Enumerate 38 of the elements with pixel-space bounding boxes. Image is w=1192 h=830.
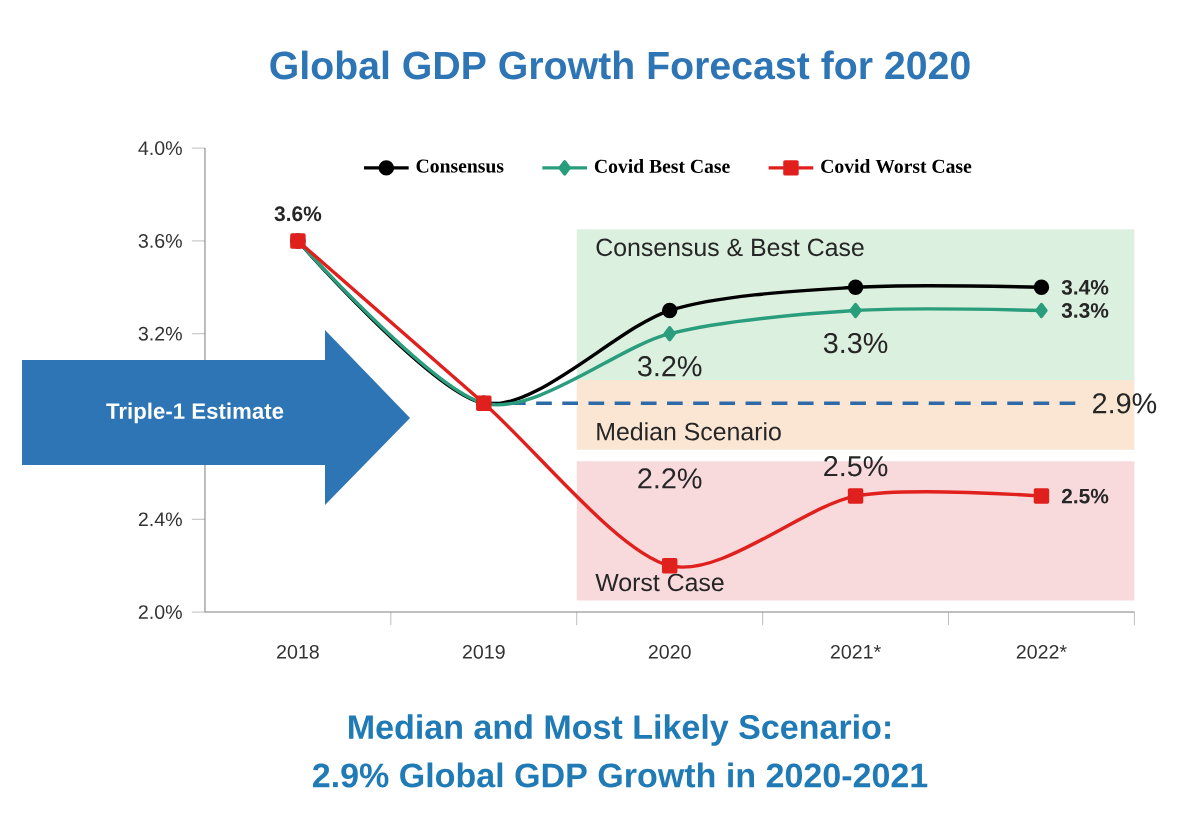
legend-label: Covid Worst Case bbox=[821, 159, 972, 174]
point bbox=[661, 302, 678, 319]
annotation: Triple-1 Estimate bbox=[106, 402, 284, 424]
y-tick-label: 2.4% bbox=[138, 512, 182, 527]
point bbox=[847, 279, 864, 296]
x-tick-label: 2021* bbox=[830, 644, 881, 659]
point bbox=[1033, 488, 1050, 504]
data-label: 3.4% bbox=[1061, 279, 1109, 295]
band-label: Median Scenario bbox=[597, 422, 781, 441]
y-tick-label: 4.0% bbox=[138, 141, 182, 156]
point bbox=[1033, 279, 1050, 296]
text: Median and Most Likely Scenario: bbox=[349, 714, 890, 746]
band-label: Consensus & Best Case bbox=[596, 238, 864, 257]
data-label: 3.3% bbox=[1061, 303, 1109, 318]
annotation: 2.5% bbox=[824, 456, 888, 477]
legend-label: Covid Best Case bbox=[594, 159, 730, 173]
point bbox=[849, 302, 862, 319]
x-tick-label: 2018 bbox=[277, 644, 319, 659]
point bbox=[661, 557, 678, 574]
band-label: Worst Case bbox=[595, 573, 724, 592]
annotation: 3.3% bbox=[823, 332, 888, 354]
data-label: 3.6% bbox=[274, 206, 322, 222]
legend-label: Consensus bbox=[416, 159, 504, 173]
data-label: 2.5% bbox=[1061, 488, 1109, 504]
y-tick-label: 2.0% bbox=[138, 605, 182, 620]
point bbox=[663, 325, 676, 342]
text: 2.9% Global GDP Growth in 2020-2021 bbox=[312, 762, 928, 788]
annotation: 2.2% bbox=[638, 468, 702, 489]
y-tick-label: 3.2% bbox=[138, 326, 182, 341]
x-tick-label: 2020 bbox=[648, 644, 691, 659]
annotation: 3.2% bbox=[637, 356, 702, 377]
x-tick-label: 2019 bbox=[462, 644, 505, 659]
ref-line-label: 2.9% bbox=[1093, 393, 1157, 414]
chart-title: Global GDP Growth Forecast for 2020 bbox=[270, 50, 970, 80]
point bbox=[1035, 302, 1048, 319]
point bbox=[847, 488, 864, 504]
y-tick-label: 3.6% bbox=[138, 233, 182, 248]
x-tick-label: 2022* bbox=[1016, 644, 1067, 659]
